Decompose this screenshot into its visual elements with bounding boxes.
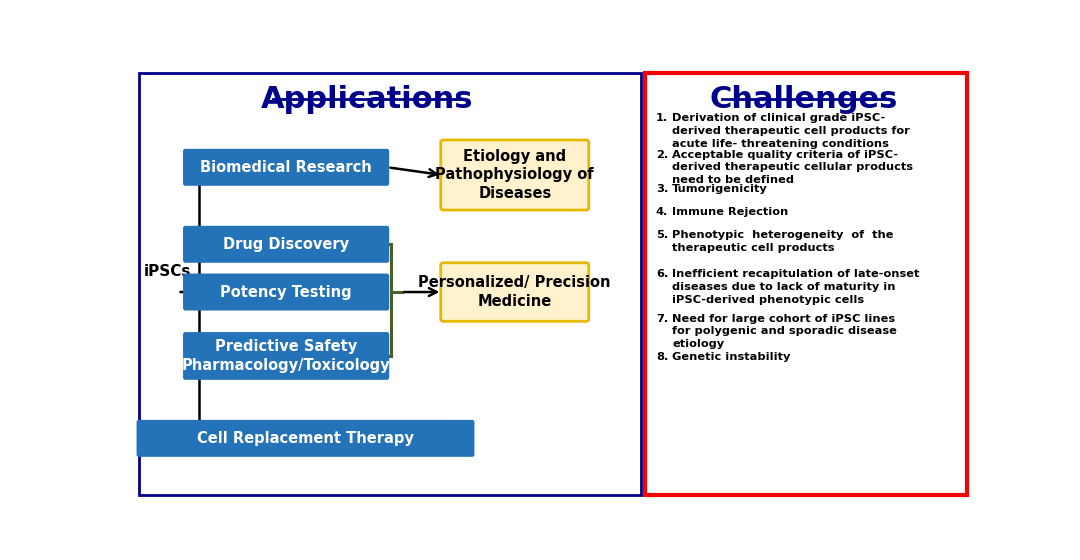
Text: Derivation of clinical grade iPSC-
derived therapeutic cell products for
acute l: Derivation of clinical grade iPSC- deriv… xyxy=(672,113,910,149)
Text: Need for large cohort of iPSC lines
for polygenic and sporadic disease
etiology: Need for large cohort of iPSC lines for … xyxy=(672,314,897,349)
Text: 8.: 8. xyxy=(656,352,669,362)
Text: Genetic instability: Genetic instability xyxy=(672,352,791,362)
Text: Cell Replacement Therapy: Cell Replacement Therapy xyxy=(197,431,414,446)
Text: 1.: 1. xyxy=(656,113,669,123)
Text: Phenotypic  heterogeneity  of  the
therapeutic cell products: Phenotypic heterogeneity of the therapeu… xyxy=(672,231,893,253)
FancyBboxPatch shape xyxy=(183,332,389,380)
Text: Immune Rejection: Immune Rejection xyxy=(672,207,788,217)
Text: Biomedical Research: Biomedical Research xyxy=(200,160,372,175)
FancyBboxPatch shape xyxy=(139,73,642,494)
Text: 7.: 7. xyxy=(656,314,669,324)
FancyBboxPatch shape xyxy=(441,263,589,321)
Text: Potency Testing: Potency Testing xyxy=(220,284,352,300)
FancyBboxPatch shape xyxy=(183,274,389,310)
Text: Acceptable quality criteria of iPSC-
derived therapeutic cellular products
need : Acceptable quality criteria of iPSC- der… xyxy=(672,150,913,185)
Text: Challenges: Challenges xyxy=(710,85,897,114)
Text: Inefficient recapitulation of late-onset
diseases due to lack of maturity in
iPS: Inefficient recapitulation of late-onset… xyxy=(672,269,919,305)
Text: 6.: 6. xyxy=(656,269,669,279)
Text: Predictive Safety
Pharmacology/Toxicology: Predictive Safety Pharmacology/Toxicolog… xyxy=(181,339,391,373)
Text: 5.: 5. xyxy=(656,231,669,240)
Text: iPSCs: iPSCs xyxy=(144,264,191,279)
Text: 4.: 4. xyxy=(656,207,669,217)
Text: 3.: 3. xyxy=(656,184,669,194)
Text: Applications: Applications xyxy=(261,85,474,114)
Text: Personalized/ Precision
Medicine: Personalized/ Precision Medicine xyxy=(419,275,611,309)
FancyBboxPatch shape xyxy=(645,73,967,494)
Text: Etiology and
Pathophysiology of
Diseases: Etiology and Pathophysiology of Diseases xyxy=(435,149,594,201)
FancyBboxPatch shape xyxy=(183,149,389,186)
Text: Tumorigenicity: Tumorigenicity xyxy=(672,184,768,194)
FancyBboxPatch shape xyxy=(441,140,589,210)
FancyBboxPatch shape xyxy=(183,226,389,263)
Text: 2.: 2. xyxy=(656,150,669,160)
Text: Drug Discovery: Drug Discovery xyxy=(224,237,349,252)
FancyBboxPatch shape xyxy=(136,420,474,457)
